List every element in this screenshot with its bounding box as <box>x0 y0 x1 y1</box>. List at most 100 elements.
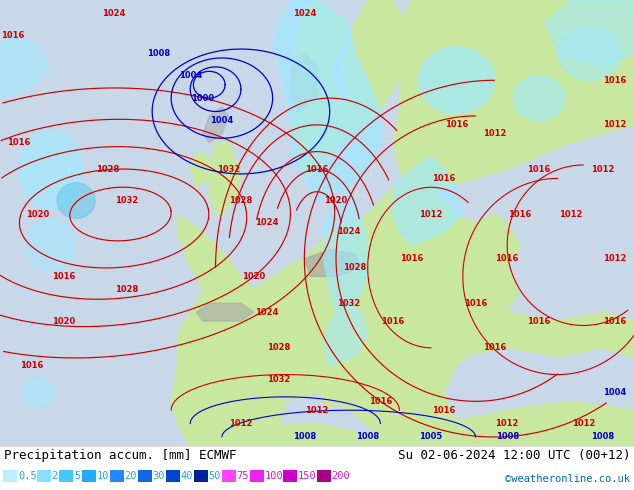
Text: Su 02-06-2024 12:00 UTC (00+12): Su 02-06-2024 12:00 UTC (00+12) <box>398 449 630 463</box>
Text: 1012: 1012 <box>604 254 626 263</box>
Text: 1028: 1028 <box>96 165 119 174</box>
Text: 1020: 1020 <box>27 210 49 219</box>
Text: 1012: 1012 <box>572 419 595 428</box>
Ellipse shape <box>57 183 95 219</box>
Bar <box>221 470 235 482</box>
Text: 1008: 1008 <box>591 433 614 441</box>
Text: 1016: 1016 <box>432 406 455 415</box>
Bar <box>59 470 73 482</box>
Text: 1012: 1012 <box>559 210 582 219</box>
Text: 1016: 1016 <box>8 138 30 147</box>
Polygon shape <box>393 0 634 201</box>
Bar <box>3 470 17 482</box>
Text: 1024: 1024 <box>255 308 278 317</box>
Text: 1016: 1016 <box>20 361 43 370</box>
Text: 1012: 1012 <box>306 406 328 415</box>
Text: 1000: 1000 <box>191 94 214 102</box>
Polygon shape <box>545 0 634 67</box>
Bar <box>250 470 264 482</box>
Text: 1012: 1012 <box>496 419 519 428</box>
Text: 1012: 1012 <box>420 210 443 219</box>
Text: 1012: 1012 <box>483 129 506 138</box>
Bar <box>138 470 152 482</box>
Text: 1016: 1016 <box>432 174 455 183</box>
Text: 1005: 1005 <box>420 433 443 441</box>
Text: 1016: 1016 <box>496 254 519 263</box>
Text: 1016: 1016 <box>401 254 424 263</box>
Polygon shape <box>197 303 254 321</box>
Text: 1024: 1024 <box>293 9 316 18</box>
Text: 30: 30 <box>153 471 165 481</box>
Polygon shape <box>323 303 368 366</box>
Text: 50: 50 <box>209 471 221 481</box>
Text: 1028: 1028 <box>230 196 252 205</box>
Text: 1016: 1016 <box>445 121 468 129</box>
Text: 1028: 1028 <box>344 263 366 272</box>
Text: 1020: 1020 <box>325 196 347 205</box>
Text: 150: 150 <box>298 471 317 481</box>
Text: Precipitation accum. [mm] ECMWF: Precipitation accum. [mm] ECMWF <box>4 449 236 463</box>
Text: 1024: 1024 <box>337 227 360 236</box>
Text: 1016: 1016 <box>527 165 550 174</box>
Bar <box>283 470 297 482</box>
Text: 1016: 1016 <box>382 317 404 325</box>
Text: 1020: 1020 <box>242 272 265 281</box>
Polygon shape <box>304 250 361 276</box>
Text: 10: 10 <box>96 471 109 481</box>
Text: 40: 40 <box>181 471 193 481</box>
Ellipse shape <box>514 76 564 121</box>
Ellipse shape <box>418 47 495 114</box>
Text: 1016: 1016 <box>1 31 24 40</box>
Text: 1008: 1008 <box>496 433 519 441</box>
Text: 1032: 1032 <box>115 196 138 205</box>
Text: 1016: 1016 <box>508 210 531 219</box>
Text: 1032: 1032 <box>217 165 240 174</box>
Text: ©weatheronline.co.uk: ©weatheronline.co.uk <box>505 474 630 484</box>
Polygon shape <box>368 276 444 357</box>
Polygon shape <box>209 143 241 214</box>
Text: 1024: 1024 <box>103 9 126 18</box>
Text: 0.5: 0.5 <box>18 471 37 481</box>
Bar <box>110 470 124 482</box>
Polygon shape <box>190 151 209 187</box>
Bar <box>82 470 96 482</box>
Text: 1008: 1008 <box>356 433 379 441</box>
Text: 1024: 1024 <box>255 219 278 227</box>
Text: 1016: 1016 <box>369 397 392 406</box>
Text: 75: 75 <box>236 471 249 481</box>
Text: 1028: 1028 <box>115 285 138 294</box>
Text: 1008: 1008 <box>293 433 316 441</box>
Polygon shape <box>178 401 634 446</box>
Polygon shape <box>323 187 368 312</box>
Text: 1012: 1012 <box>591 165 614 174</box>
Ellipse shape <box>558 27 621 80</box>
Text: 1032: 1032 <box>268 374 290 384</box>
Text: 1020: 1020 <box>52 317 75 325</box>
Bar <box>165 470 179 482</box>
Bar <box>37 470 51 482</box>
Text: 1016: 1016 <box>464 299 487 308</box>
Text: 1004: 1004 <box>604 388 626 397</box>
Text: 1016: 1016 <box>604 76 626 85</box>
Polygon shape <box>342 0 412 134</box>
Bar <box>193 470 207 482</box>
Ellipse shape <box>25 219 76 272</box>
Text: 200: 200 <box>332 471 350 481</box>
Text: 1032: 1032 <box>337 299 360 308</box>
Bar <box>316 470 330 482</box>
Polygon shape <box>203 107 228 143</box>
Polygon shape <box>292 0 349 178</box>
Polygon shape <box>393 156 463 245</box>
Polygon shape <box>456 312 634 357</box>
Ellipse shape <box>22 377 54 408</box>
Text: 1016: 1016 <box>604 317 626 325</box>
Text: 1012: 1012 <box>604 121 626 129</box>
Polygon shape <box>292 53 317 112</box>
Text: 1028: 1028 <box>268 343 290 352</box>
Polygon shape <box>0 36 51 98</box>
Polygon shape <box>298 312 342 410</box>
Ellipse shape <box>19 129 82 210</box>
Polygon shape <box>171 334 285 446</box>
Text: 1016: 1016 <box>483 343 506 352</box>
Text: 1012: 1012 <box>230 419 252 428</box>
